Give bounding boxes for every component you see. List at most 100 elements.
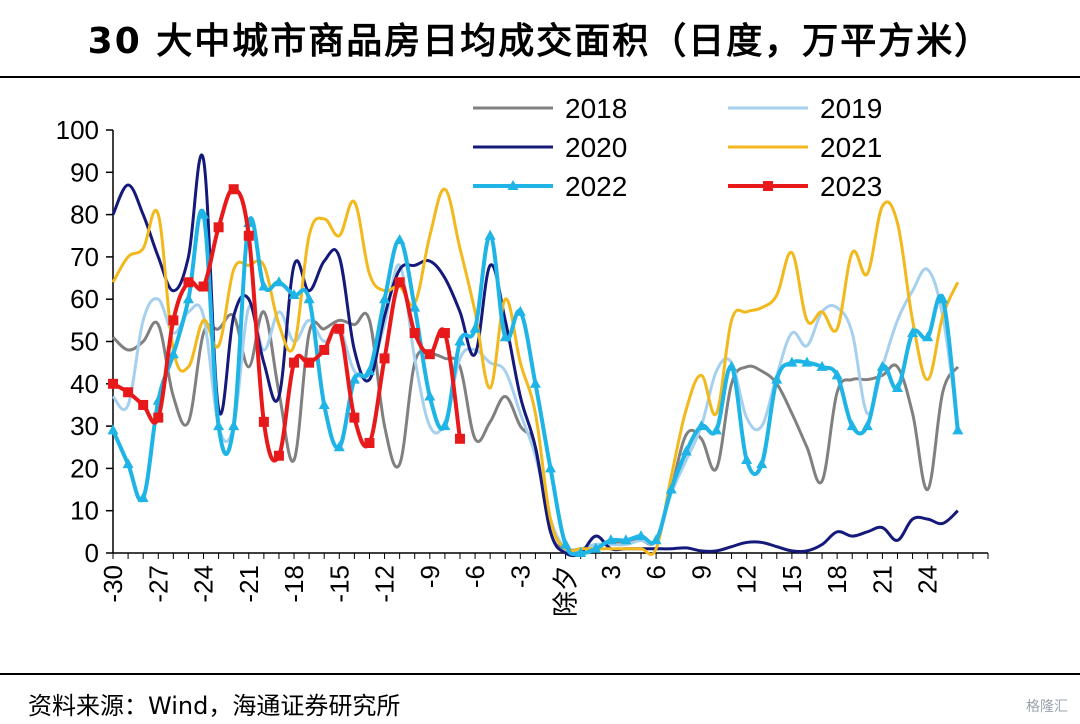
data-point-2022 xyxy=(529,377,541,388)
data-point-2023 xyxy=(349,412,360,423)
data-point-2023 xyxy=(228,184,239,195)
data-point-2022 xyxy=(937,293,949,304)
data-point-2022 xyxy=(394,233,406,244)
data-point-2022 xyxy=(424,390,436,401)
x-tick-label: -12 xyxy=(370,565,400,603)
legend-label-2018: 2018 xyxy=(565,93,627,124)
line-chart: 0 10 20 30 40 50 60 70 80 90 100 -30 -27 -24 -21 -18 -15… xyxy=(56,93,989,617)
data-point-2023 xyxy=(273,450,284,461)
data-point-2022 xyxy=(876,360,888,371)
data-point-2022 xyxy=(907,327,919,338)
data-point-2022 xyxy=(514,305,526,316)
chart-legend: 2018 2019 2020 2021 2022 2023 xyxy=(473,93,882,202)
x-tick-label: 除夕 xyxy=(551,565,581,617)
x-tick-label: 12 xyxy=(732,565,762,594)
data-point-2022 xyxy=(861,420,873,431)
data-point-2023 xyxy=(319,344,330,355)
y-tick-label: 100 xyxy=(56,115,99,145)
y-tick-label: 0 xyxy=(85,538,99,568)
legend-label-2019: 2019 xyxy=(820,93,882,124)
data-point-2022 xyxy=(665,483,677,494)
data-point-2023 xyxy=(258,416,269,427)
data-point-2022 xyxy=(469,322,481,333)
data-point-2023 xyxy=(213,222,224,233)
data-point-2023 xyxy=(198,281,209,292)
data-point-2022 xyxy=(922,331,934,342)
x-tick-label: 18 xyxy=(822,565,852,594)
legend-marker-2023 xyxy=(763,181,773,191)
data-point-2023 xyxy=(409,328,420,339)
data-point-2022 xyxy=(182,293,194,304)
data-point-2022 xyxy=(303,293,315,304)
data-point-2022 xyxy=(273,276,285,287)
data-point-2022 xyxy=(695,420,707,431)
data-point-2022 xyxy=(710,424,722,435)
data-point-2022 xyxy=(484,229,496,240)
data-point-2023 xyxy=(424,349,435,360)
x-tick-label: -27 xyxy=(143,565,173,603)
x-tick-label: -24 xyxy=(189,565,219,603)
data-point-2022 xyxy=(891,382,903,393)
data-point-2022 xyxy=(846,420,858,431)
data-point-2023 xyxy=(439,328,450,339)
data-point-2022 xyxy=(650,534,662,545)
x-tick-label: -21 xyxy=(234,565,264,603)
y-tick-label: 50 xyxy=(70,327,99,357)
data-point-2022 xyxy=(741,453,753,464)
x-tick-label: -18 xyxy=(279,565,309,603)
x-tick-label: -30 xyxy=(98,565,128,603)
y-tick-label: 40 xyxy=(70,369,99,399)
data-point-2022 xyxy=(680,445,692,456)
x-tick-label: 15 xyxy=(777,565,807,594)
data-point-2023 xyxy=(379,353,390,364)
x-tick-label: -9 xyxy=(415,565,445,588)
source-note: 资料来源：Wind，海通证券研究所 xyxy=(28,692,401,720)
data-point-2022 xyxy=(726,360,738,371)
data-point-2022 xyxy=(786,356,798,367)
data-point-2022 xyxy=(348,373,360,384)
title-rule xyxy=(0,76,1080,78)
x-tick-label: 9 xyxy=(686,565,716,579)
data-point-2022 xyxy=(409,301,421,312)
data-point-2022 xyxy=(107,424,119,435)
y-tick-label: 60 xyxy=(70,284,99,314)
x-tick-label: 24 xyxy=(913,565,943,594)
data-point-2022 xyxy=(952,424,964,435)
data-point-2022 xyxy=(545,462,556,473)
x-tick-label: -3 xyxy=(505,565,535,588)
data-point-2023 xyxy=(289,357,300,368)
data-point-2022 xyxy=(454,335,466,346)
data-point-2022 xyxy=(605,534,617,545)
data-point-2023 xyxy=(153,412,164,423)
legend-marker-2022 xyxy=(507,180,519,190)
chart-axes: 0 10 20 30 40 50 60 70 80 90 100 -30 -27 -24 -21 -18 -15… xyxy=(56,115,989,617)
data-point-2022 xyxy=(620,534,632,545)
y-tick-label: 20 xyxy=(70,453,99,483)
data-point-2022 xyxy=(771,373,783,384)
data-point-2023 xyxy=(334,323,345,334)
data-point-2022 xyxy=(379,293,391,304)
page-title: 30 大中城市商品房日均成交面积（日度，万平方米） xyxy=(87,21,993,62)
data-point-2022 xyxy=(439,420,451,431)
y-tick-label: 90 xyxy=(70,157,99,187)
y-tick-label: 10 xyxy=(70,496,99,526)
data-point-2022 xyxy=(801,356,813,367)
data-point-2023 xyxy=(394,277,405,288)
legend-label-2021: 2021 xyxy=(820,132,882,163)
data-point-2022 xyxy=(756,458,768,469)
data-point-2022 xyxy=(288,288,300,299)
data-point-2023 xyxy=(454,433,465,444)
x-tick-label: 6 xyxy=(641,565,671,579)
data-point-2023 xyxy=(304,357,315,368)
data-point-2023 xyxy=(108,378,118,389)
data-point-2022 xyxy=(499,331,511,342)
data-point-2022 xyxy=(258,280,270,291)
legend-label-2020: 2020 xyxy=(565,132,627,163)
data-point-2022 xyxy=(831,369,843,380)
y-tick-label: 30 xyxy=(70,411,99,441)
data-point-2022 xyxy=(590,542,602,553)
legend-label-2022: 2022 xyxy=(565,171,627,202)
data-point-2022 xyxy=(137,492,149,503)
data-point-2023 xyxy=(243,230,254,241)
data-point-2023 xyxy=(364,438,375,449)
